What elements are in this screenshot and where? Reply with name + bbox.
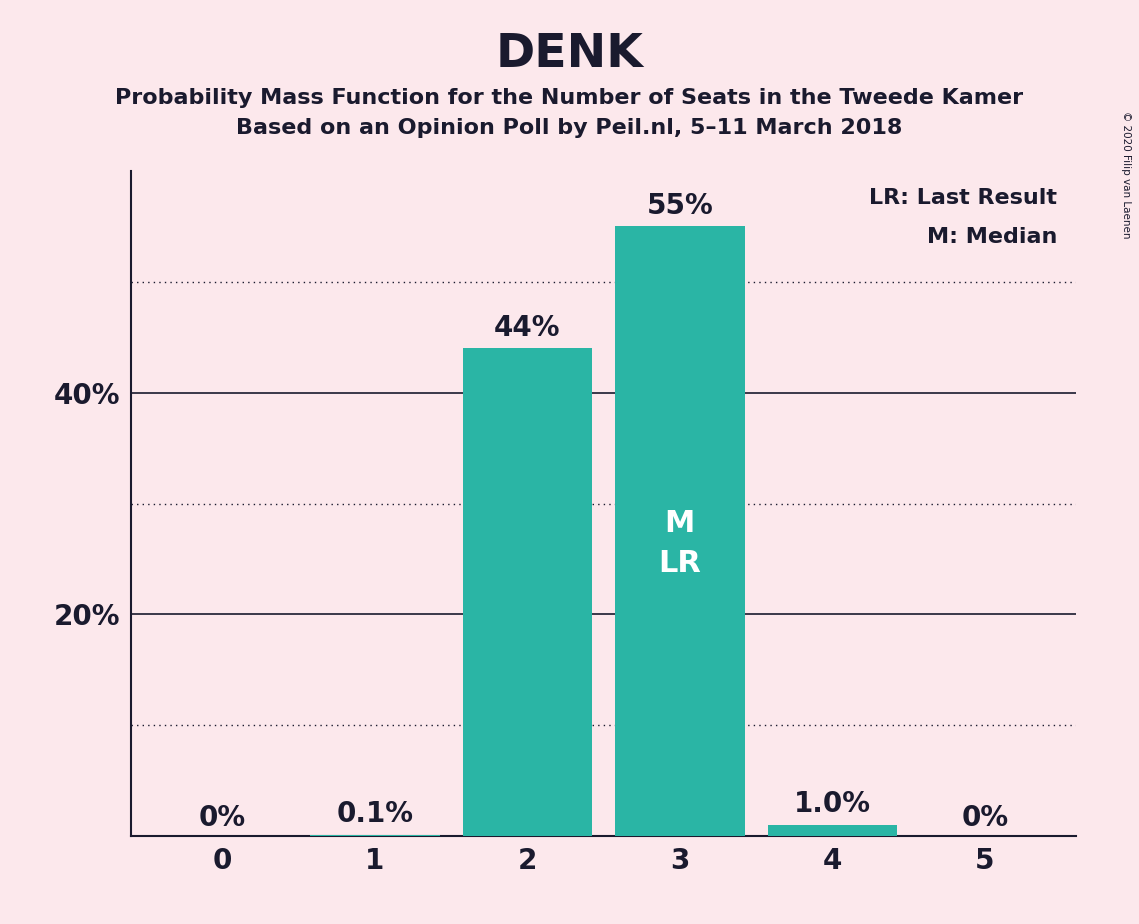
Text: M
LR: M LR	[658, 509, 702, 578]
Text: 1.0%: 1.0%	[794, 790, 871, 819]
Text: 0%: 0%	[961, 804, 1008, 832]
Text: 55%: 55%	[647, 191, 713, 220]
Text: 0.1%: 0.1%	[336, 800, 413, 829]
Text: Based on an Opinion Poll by Peil.nl, 5–11 March 2018: Based on an Opinion Poll by Peil.nl, 5–1…	[236, 118, 903, 139]
Text: M: Median: M: Median	[927, 227, 1057, 248]
Text: LR: Last Result: LR: Last Result	[869, 188, 1057, 208]
Bar	[462, 348, 592, 836]
Text: © 2020 Filip van Laenen: © 2020 Filip van Laenen	[1121, 111, 1131, 238]
Text: 0%: 0%	[199, 804, 246, 832]
Bar	[310, 835, 440, 836]
Bar	[615, 226, 745, 836]
Text: 44%: 44%	[494, 313, 560, 342]
Text: DENK: DENK	[495, 32, 644, 78]
Bar	[768, 825, 898, 836]
Text: Probability Mass Function for the Number of Seats in the Tweede Kamer: Probability Mass Function for the Number…	[115, 88, 1024, 108]
